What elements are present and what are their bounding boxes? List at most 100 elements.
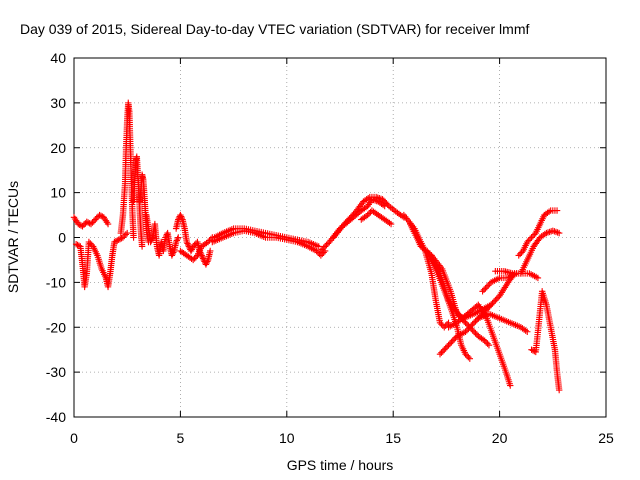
- data-point: [480, 286, 488, 294]
- data-point: [175, 234, 182, 241]
- data-point: [463, 321, 471, 328]
- data-point: [468, 322, 475, 329]
- data-point: [555, 386, 563, 394]
- x-axis: 0 5 10 15 20 25: [70, 58, 614, 446]
- data-point: [445, 342, 452, 349]
- data-point: [482, 339, 490, 346]
- series-climb-4: [517, 227, 563, 277]
- x-tick-label: 20: [492, 430, 508, 446]
- data-point: [111, 238, 118, 246]
- data-point: [315, 243, 322, 250]
- data-point: [172, 238, 180, 246]
- y-tick-label: 40: [50, 50, 66, 66]
- series-rise-1: [317, 196, 388, 255]
- data-point: [138, 243, 146, 250]
- data-point: [485, 282, 492, 289]
- data-point: [88, 241, 95, 249]
- data-point: [469, 327, 476, 334]
- data-point: [130, 234, 137, 241]
- data-point: [484, 340, 491, 347]
- data-point: [75, 220, 82, 228]
- y-tick-label: -30: [46, 364, 66, 380]
- data-point: [119, 234, 127, 241]
- data-point: [441, 346, 448, 353]
- data-point: [114, 237, 121, 244]
- y-tick-label: -10: [46, 274, 66, 290]
- data-point: [472, 318, 479, 325]
- data-point: [466, 355, 474, 362]
- data-point: [451, 336, 458, 343]
- data-point: [531, 231, 538, 238]
- data-point: [481, 337, 488, 344]
- x-tick-label: 10: [279, 430, 295, 446]
- data-point: [486, 303, 493, 310]
- x-tick-label: 0: [70, 430, 78, 446]
- data-point: [487, 301, 495, 309]
- y-axis: 40 30 20 10 0 -10 -20 -30 -40: [46, 50, 606, 425]
- data-point: [148, 235, 156, 243]
- data-point: [462, 319, 469, 326]
- data-point: [183, 238, 190, 246]
- data-point: [174, 235, 181, 243]
- data-point: [124, 229, 131, 237]
- data-point: [93, 214, 100, 222]
- y-tick-label: 20: [50, 140, 66, 156]
- data-point: [184, 240, 191, 247]
- data-point: [472, 330, 479, 337]
- y-tick-label: -20: [46, 319, 66, 335]
- data-point: [185, 241, 192, 249]
- data-point: [515, 252, 522, 259]
- data-point: [552, 228, 560, 236]
- data-point: [189, 243, 197, 250]
- data-point: [324, 240, 332, 247]
- series-rise-2: [330, 193, 408, 241]
- data-point: [319, 246, 326, 253]
- chart-title: Day 039 of 2015, Sidereal Day-to-day VTE…: [20, 21, 529, 37]
- data-point: [485, 342, 493, 349]
- data-point: [203, 259, 210, 267]
- data-point: [479, 288, 486, 295]
- data-point: [492, 297, 499, 304]
- data-point: [191, 241, 198, 249]
- data-point: [438, 349, 445, 356]
- data-point: [77, 222, 85, 229]
- data-point: [122, 231, 129, 238]
- data-point: [80, 221, 88, 228]
- data-point: [87, 240, 94, 247]
- data-point: [169, 250, 176, 258]
- data-point: [528, 234, 535, 241]
- data-point: [79, 223, 86, 230]
- data-point: [551, 228, 558, 235]
- data-point: [168, 252, 176, 259]
- series-band-2: [211, 225, 322, 250]
- data-point: [544, 229, 552, 236]
- data-point: [438, 321, 445, 328]
- data-point: [83, 218, 90, 225]
- data-point: [320, 244, 327, 252]
- y-axis-title: SDTVAR / TECUs: [5, 181, 21, 293]
- data-point: [554, 229, 561, 236]
- y-tick-label: 0: [58, 230, 66, 246]
- x-tick-label: 5: [177, 430, 185, 446]
- data-point: [187, 247, 195, 255]
- data-point: [206, 237, 213, 244]
- data-point: [449, 337, 456, 344]
- data-point: [466, 324, 474, 331]
- data-point: [436, 350, 444, 358]
- data-point: [321, 243, 329, 250]
- data-point: [462, 328, 469, 335]
- data-point: [199, 253, 206, 261]
- data-point: [549, 227, 556, 234]
- data-point: [463, 352, 471, 359]
- data-point: [529, 232, 537, 240]
- x-tick-label: 25: [598, 430, 614, 446]
- x-axis-title: GPS time / hours: [287, 457, 394, 473]
- data-point: [489, 300, 496, 307]
- data-point: [490, 298, 498, 306]
- data-point: [92, 216, 99, 223]
- data-point: [178, 214, 186, 222]
- data-point: [314, 249, 322, 256]
- data-point: [524, 238, 531, 246]
- data-point: [465, 325, 472, 332]
